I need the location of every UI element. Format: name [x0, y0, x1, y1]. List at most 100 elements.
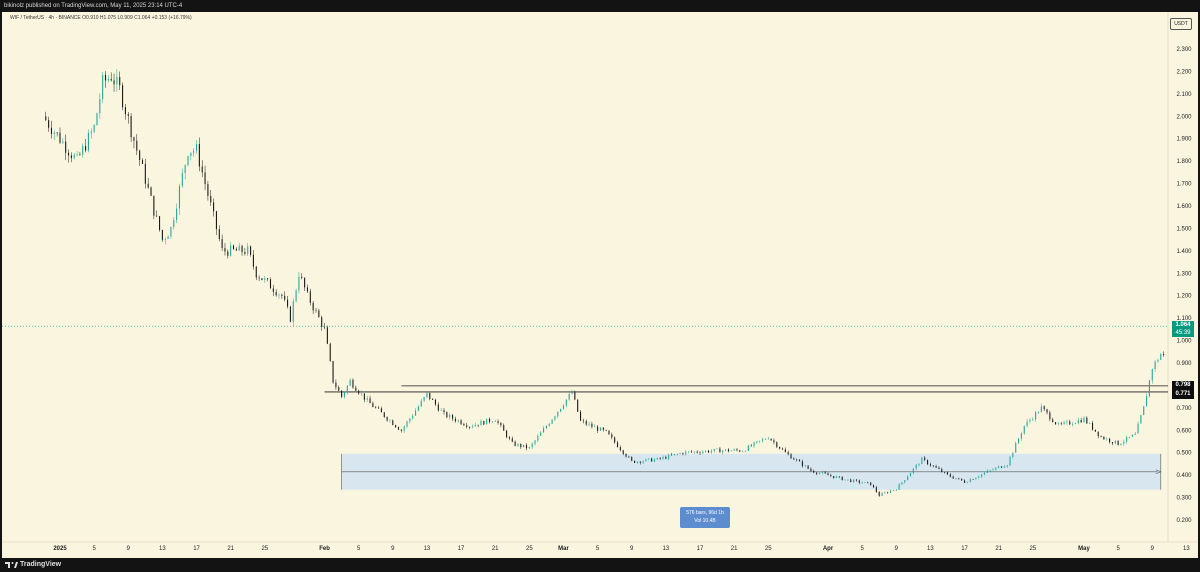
candle-body [272, 288, 274, 292]
candle-body [355, 387, 357, 391]
candle-body [776, 442, 778, 447]
candle-body [500, 422, 502, 426]
candle-body [1000, 466, 1003, 468]
candle-body [56, 132, 58, 134]
candle-body [1126, 437, 1128, 442]
candle-body [511, 438, 513, 442]
candle-body [184, 164, 186, 174]
chart-area[interactable]: 2.300 2.200 2.100 2.000 1.900 1.800 1.700 1.600… [2, 12, 1198, 558]
candle-body [318, 310, 320, 318]
currency-unit-button[interactable]: USDT [1170, 18, 1192, 30]
candle-body [76, 154, 78, 155]
candle-body [144, 163, 146, 184]
candle-body [767, 438, 769, 440]
x-tick-label: 13 [927, 546, 934, 552]
candle-body [460, 420, 462, 425]
candle-body [170, 226, 172, 237]
candle-body [665, 456, 667, 459]
candle-body [127, 114, 129, 116]
brand-name: TradingView [20, 561, 62, 568]
x-tick-label: 5 [357, 546, 361, 552]
y-tick-label: 2.200 [1176, 69, 1192, 75]
candle-body [537, 435, 539, 441]
candle-body [636, 461, 638, 463]
candle-body [474, 424, 476, 427]
candle-body [1100, 436, 1102, 437]
candle-body [858, 480, 860, 483]
candle-body [1015, 443, 1017, 453]
price-chart-svg[interactable]: 2.300 2.200 2.100 2.000 1.900 1.800 1.700 1.600… [2, 12, 1198, 558]
candle-body [850, 479, 852, 482]
candle-body [619, 447, 621, 451]
candle-body [341, 390, 343, 397]
candle-body [892, 490, 894, 491]
candle-body [742, 451, 744, 453]
candle-body [65, 141, 67, 153]
candle-body [1020, 433, 1022, 439]
candle-body [998, 466, 1000, 468]
y-tick-label: 1.300 [1176, 271, 1192, 277]
candle-body [346, 385, 348, 393]
candle-body [289, 306, 291, 322]
candle-body [1146, 396, 1148, 407]
candle-body [611, 434, 613, 438]
candle-body [929, 464, 931, 466]
candle-body [96, 113, 98, 126]
x-tick-label: 13 [159, 546, 166, 552]
candle-body [329, 343, 331, 362]
candle-body [1131, 434, 1133, 437]
candle-body [770, 438, 772, 441]
y-tick-label: 1.900 [1176, 137, 1192, 143]
candle-body [890, 490, 892, 493]
candle-body [335, 382, 337, 388]
x-tick-label: Feb [319, 546, 330, 552]
x-tick-label: 9 [391, 546, 395, 552]
candle-body [898, 484, 900, 490]
candle-body [258, 277, 260, 279]
candle-body [759, 440, 761, 442]
candle-body [935, 465, 937, 468]
candle-body [847, 479, 849, 481]
candle-body [966, 482, 968, 483]
candle-body [668, 454, 670, 459]
candle-body [380, 408, 382, 413]
candle-body [679, 453, 681, 454]
candle-body [1052, 419, 1054, 423]
candle-body [690, 451, 693, 453]
x-tick-label: 21 [731, 546, 738, 552]
candle-body [1063, 422, 1065, 424]
candle-body [315, 310, 317, 311]
candle-body [284, 295, 286, 300]
candle-body [1055, 422, 1057, 425]
candle-body [215, 211, 217, 230]
candle-body [938, 467, 940, 470]
candle-body [659, 457, 661, 459]
candle-body [426, 392, 428, 398]
candle-body [190, 152, 192, 156]
y-tick-label: 1.600 [1176, 204, 1192, 210]
candle-body [995, 467, 997, 470]
candle-body [1151, 369, 1153, 381]
candle-body [195, 144, 198, 151]
candle-body [153, 195, 155, 216]
candle-body [875, 487, 877, 492]
candle-body [304, 277, 306, 288]
candle-body [113, 80, 115, 85]
publisher-text: bikinolz published on TradingView.com, M… [4, 3, 183, 9]
candle-body [107, 78, 109, 81]
candle-body [366, 398, 368, 400]
x-tick-label: 25 [261, 546, 268, 552]
candle-body [969, 479, 971, 483]
y-tick-label: 0.200 [1176, 518, 1192, 524]
candle-body [753, 442, 755, 447]
candle-body [1043, 406, 1045, 410]
candle-body [1089, 423, 1091, 424]
candle-body [386, 417, 388, 421]
candle-body [483, 420, 485, 425]
candle-body [1032, 419, 1034, 420]
candle-body [503, 425, 505, 431]
candle-body [332, 361, 334, 383]
candle-body [241, 245, 243, 253]
level-upper-badge: 0.798 [1172, 381, 1194, 390]
